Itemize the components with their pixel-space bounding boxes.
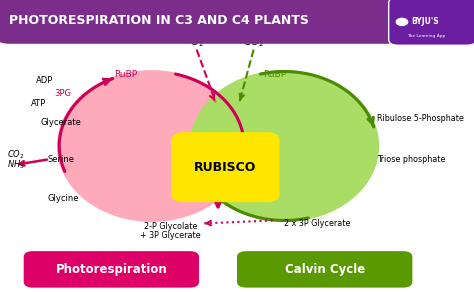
FancyBboxPatch shape — [237, 251, 412, 288]
Text: BYJU'S: BYJU'S — [411, 18, 439, 26]
Text: Ribulose 5-Phosphate: Ribulose 5-Phosphate — [377, 114, 464, 123]
Text: 3PG: 3PG — [55, 89, 72, 98]
Text: The Learning App: The Learning App — [407, 34, 445, 38]
Text: ATP: ATP — [31, 99, 46, 108]
Text: RuBP: RuBP — [114, 70, 137, 79]
FancyBboxPatch shape — [24, 251, 199, 288]
Text: 2-P Glycolate: 2-P Glycolate — [144, 222, 197, 231]
Text: ADP: ADP — [36, 76, 53, 85]
Text: $CO_2$: $CO_2$ — [243, 35, 264, 49]
FancyBboxPatch shape — [0, 0, 474, 44]
Circle shape — [396, 18, 408, 25]
Text: RUBISCO: RUBISCO — [194, 161, 256, 174]
Text: Photorespiration: Photorespiration — [55, 263, 167, 276]
Text: RuBP: RuBP — [263, 70, 286, 79]
FancyBboxPatch shape — [172, 133, 279, 201]
Text: PHOTORESPIRATION IN C3 AND C4 PLANTS: PHOTORESPIRATION IN C3 AND C4 PLANTS — [9, 14, 310, 27]
Text: Glycine: Glycine — [47, 194, 79, 203]
Text: + 3P Glycerate: + 3P Glycerate — [140, 231, 201, 239]
Text: 2 x 3P Glycerate: 2 x 3P Glycerate — [284, 219, 351, 228]
Ellipse shape — [190, 70, 379, 222]
Ellipse shape — [57, 70, 246, 222]
FancyBboxPatch shape — [0, 0, 474, 23]
Text: Serine: Serine — [47, 155, 74, 164]
Text: Glycerate: Glycerate — [40, 118, 81, 127]
Text: $NH_3$: $NH_3$ — [7, 159, 25, 171]
Text: $CO_2$: $CO_2$ — [7, 149, 25, 161]
FancyBboxPatch shape — [389, 0, 474, 45]
Text: Triose phosphate: Triose phosphate — [377, 155, 445, 164]
Text: Calvin Cycle: Calvin Cycle — [284, 263, 365, 276]
Text: $O_2$: $O_2$ — [190, 35, 204, 49]
